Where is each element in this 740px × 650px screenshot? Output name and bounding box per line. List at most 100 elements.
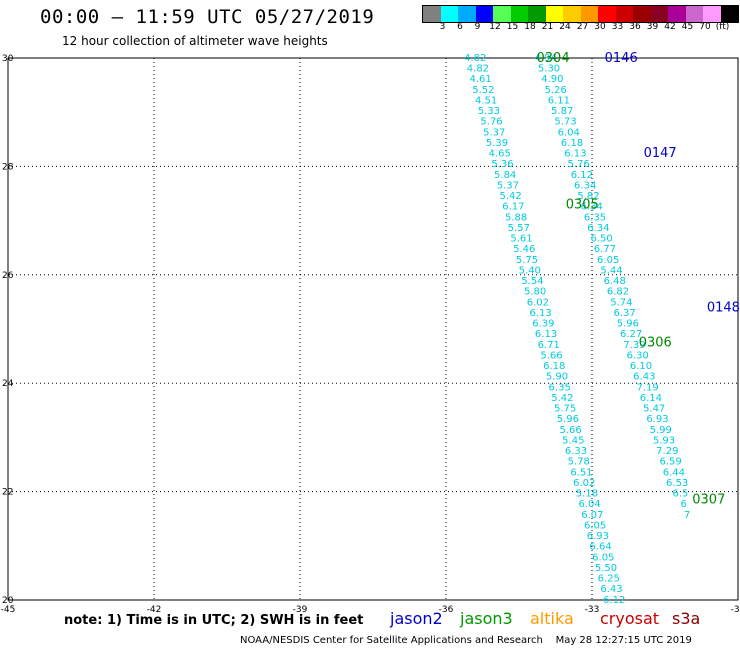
wave-height-value: 6 — [681, 499, 687, 510]
wave-height-value: 5.96 — [557, 414, 579, 425]
lat-tick-label: 28 — [2, 162, 14, 172]
wave-height-value: 6.10 — [630, 361, 652, 372]
wave-height-value: 5.76 — [567, 159, 589, 170]
wave-height-value: 5.75 — [516, 255, 538, 266]
wave-height-value: 4.82 — [467, 64, 489, 75]
wave-height-value: 7.19 — [636, 382, 658, 393]
wave-height-value: 5.33 — [478, 106, 500, 117]
pass-label: 0148 — [707, 300, 740, 315]
scale-swatch — [423, 6, 441, 22]
wave-height-value: 5.96 — [617, 319, 639, 330]
wave-height-value: 5.37 — [497, 180, 519, 191]
wave-height-value: 5.54 — [521, 276, 543, 287]
pass-label: 0147 — [644, 146, 677, 161]
wave-height-value: 5.74 — [610, 297, 632, 308]
wave-height-value: 6.35 — [584, 212, 606, 223]
wave-height-value: 5.73 — [554, 117, 576, 128]
wave-height-value: 6.25 — [598, 574, 620, 585]
pass-label: 0146 — [605, 51, 638, 66]
wave-height-value: 6.14 — [640, 393, 662, 404]
scale-label: 42 — [664, 22, 676, 32]
wave-height-value: 7 — [684, 510, 690, 521]
lat-tick-label: 24 — [2, 379, 14, 389]
wave-height-value: 5.36 — [491, 159, 513, 170]
scale-label: 9 — [474, 22, 481, 32]
wave-height-value: 5.30 — [538, 64, 560, 75]
scale-label: 27 — [576, 22, 589, 32]
wave-height-value: 6.48 — [604, 276, 626, 287]
scale-label: 30 — [594, 22, 606, 32]
lon-tick-label: -42 — [147, 605, 162, 615]
scale-swatch — [475, 6, 493, 22]
wave-height-value: 7.29 — [656, 446, 678, 457]
wave-height-value: 4.61 — [470, 74, 492, 85]
wave-height-value: 6.02 — [527, 297, 549, 308]
scale-label: 36 — [629, 22, 641, 32]
wave-height-value: 6.18 — [561, 138, 583, 149]
wave-height-value: 6.05 — [592, 552, 614, 563]
wave-height-value: 5.75 — [554, 404, 576, 415]
wave-height-value: 5.84 — [494, 170, 516, 181]
wave-height-value: 4.82 — [464, 53, 486, 64]
wave-height-value: 5.40 — [519, 265, 541, 276]
map-subtitle: 12 hour collection of altimeter wave hei… — [62, 34, 328, 48]
wave-height-value: 6.64 — [589, 542, 611, 553]
wave-height-value: 6.13 — [535, 329, 557, 340]
scale-label: 15 — [506, 22, 519, 32]
wave-height-value: 5.90 — [546, 372, 568, 383]
map-frame — [7, 57, 739, 601]
wave-height-value: 6.12 — [571, 170, 593, 181]
lat-tick-label: 20 — [2, 596, 14, 606]
wave-height-value: 5.78 — [568, 457, 590, 468]
scale-swatch — [528, 6, 546, 22]
wave-height-value: 6.39 — [532, 319, 554, 330]
wave-height-value: 6.43 — [633, 372, 655, 383]
wave-height-value: 5.26 — [544, 85, 566, 96]
scale-label: 24 — [559, 22, 571, 32]
lon-tick-label: -36 — [439, 605, 454, 615]
wave-height-value: 6.53 — [666, 478, 688, 489]
wave-height-value: 5.99 — [650, 425, 672, 436]
wave-height-value: 5.45 — [562, 435, 584, 446]
scale-swatch — [598, 6, 616, 22]
wave-height-value: 6.13 — [529, 308, 551, 319]
wave-height-value: 6.59 — [659, 457, 681, 468]
wave-height-value: 6.04 — [558, 127, 580, 138]
wave-height-value: 5.80 — [524, 287, 546, 298]
wave-height-value: 6.34 — [587, 223, 609, 234]
wave-height-value: 5.66 — [559, 425, 581, 436]
scale-label: 6 — [457, 22, 463, 32]
pass-label: 0304 — [537, 51, 570, 66]
wave-height-value: 6.43 — [600, 584, 622, 595]
wave-height-value: 5.61 — [510, 234, 532, 245]
wave-height-value: 6.5 — [672, 489, 688, 500]
scale-swatch — [668, 6, 686, 22]
wave-height-value: 4.94 — [535, 53, 557, 64]
credit-line: NOAA/NESDIS Center for Satellite Applica… — [240, 635, 692, 646]
wave-height-value: 6.05 — [597, 255, 619, 266]
wave-height-value: 6.04 — [579, 499, 601, 510]
wave-height-value: 5.37 — [483, 127, 505, 138]
legend-cryosat: cryosat — [600, 609, 660, 628]
wave-height-value: 6.37 — [613, 308, 635, 319]
wave-height-value: 5.76 — [480, 117, 502, 128]
scale-swatch — [633, 6, 651, 22]
scale-swatch — [493, 6, 511, 22]
wave-height-value: 5.39 — [486, 138, 508, 149]
scale-label: (ft) — [715, 22, 730, 32]
wave-height-value: 6.02 — [573, 478, 595, 489]
lon-tick-label: -45 — [1, 605, 16, 615]
wave-height-value: 6.27 — [620, 329, 642, 340]
wave-height-value: 6.13 — [564, 149, 586, 160]
scale-label: 33 — [611, 22, 624, 32]
scale-label: 70 — [699, 22, 711, 32]
wave-height-value: 5.88 — [505, 212, 527, 223]
scale-label: 18 — [524, 22, 536, 32]
legend-s3a: s3a — [672, 609, 701, 628]
wave-height-value: 5.93 — [653, 435, 675, 446]
wave-height-value: 6.77 — [594, 244, 616, 255]
lat-tick-label: 26 — [2, 271, 14, 281]
pass-label: 0307 — [692, 493, 725, 508]
legend-altika: altika — [530, 609, 574, 628]
